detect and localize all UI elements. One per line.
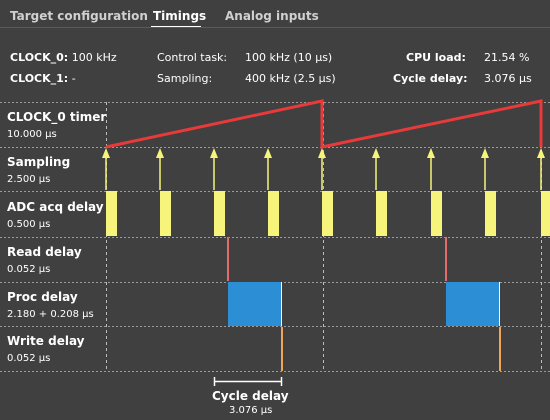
- sampling-arrowhead: [537, 148, 545, 158]
- row-value-proc-delay: 2.180 + 0.208 µs: [7, 309, 94, 320]
- row-label-write-delay: Write delay: [7, 334, 85, 348]
- adc-acq-block: [268, 191, 279, 236]
- read-delay-bar: [445, 237, 447, 281]
- row-value-sampling: 2.500 µs: [7, 174, 51, 185]
- adc-acq-block: [485, 191, 496, 236]
- row-value-read-delay: 0.052 µs: [7, 264, 51, 275]
- sampling-arrowhead: [210, 148, 218, 158]
- adc-acq-block: [106, 191, 117, 236]
- row-label-sampling: Sampling: [7, 155, 71, 169]
- row-label-read-delay: Read delay: [7, 245, 82, 259]
- proc-delay-block: [446, 282, 500, 326]
- sampling-arrowhead: [264, 148, 272, 158]
- sampling-arrowhead: [372, 148, 380, 158]
- sampling-info-label: Sampling:: [157, 72, 213, 85]
- timer-sawtooth: [105, 99, 543, 149]
- cpu-load-label: CPU load:: [406, 51, 466, 64]
- tab-analog-inputs[interactable]: Analog inputs: [225, 9, 319, 23]
- row-label-proc-delay: Proc delay: [7, 290, 78, 304]
- adc-acq-block: [376, 191, 387, 236]
- cycle-delay-info-value: 3.076 µs: [484, 72, 532, 85]
- sampling-arrowhead: [481, 148, 489, 158]
- sampling-arrowhead: [102, 148, 110, 158]
- sampling-info-value: 400 kHz (2.5 µs): [245, 72, 336, 85]
- adc-acq-block: [541, 191, 550, 236]
- sampling-arrowhead: [427, 148, 435, 158]
- clock1-info: CLOCK_1: -: [10, 72, 76, 85]
- tab-target-configuration[interactable]: Target configuration: [10, 9, 148, 23]
- tab-timings[interactable]: Timings: [153, 9, 207, 23]
- adc-acq-block: [160, 191, 171, 236]
- clock0-info: CLOCK_0: 100 kHz: [10, 51, 117, 64]
- read-delay-bar: [227, 237, 229, 281]
- write-delay-bar: [499, 327, 501, 371]
- write-delay-bar: [281, 327, 283, 371]
- adc-acq-block: [431, 191, 442, 236]
- adc-acq-block: [214, 191, 225, 236]
- control-task-label: Control task:: [157, 51, 228, 64]
- row-value-write-delay: 0.052 µs: [7, 353, 51, 364]
- row-label-clock0-timer: CLOCK_0 timer: [7, 110, 107, 124]
- proc-delay-block: [228, 282, 282, 326]
- sampling-arrowhead: [156, 148, 164, 158]
- row-value-clock0-timer: 10.000 µs: [7, 129, 57, 140]
- cycle-delay-info-label: Cycle delay:: [393, 72, 468, 85]
- cpu-load-value: 21.54 %: [484, 51, 530, 64]
- cycle-delay-marker-value: 3.076 µs: [229, 405, 273, 416]
- tab-bar: Target configuration Timings Analog inpu…: [0, 0, 550, 28]
- row-label-adc-acq-delay: ADC acq delay: [7, 200, 104, 214]
- tab-bar-divider: [0, 27, 550, 28]
- row-value-adc-acq-delay: 0.500 µs: [7, 219, 51, 230]
- adc-acq-block: [322, 191, 333, 236]
- cycle-delay-marker-label: Cycle delay: [212, 389, 289, 403]
- control-task-value: 100 kHz (10 µs): [245, 51, 333, 64]
- sampling-arrowhead: [318, 148, 326, 158]
